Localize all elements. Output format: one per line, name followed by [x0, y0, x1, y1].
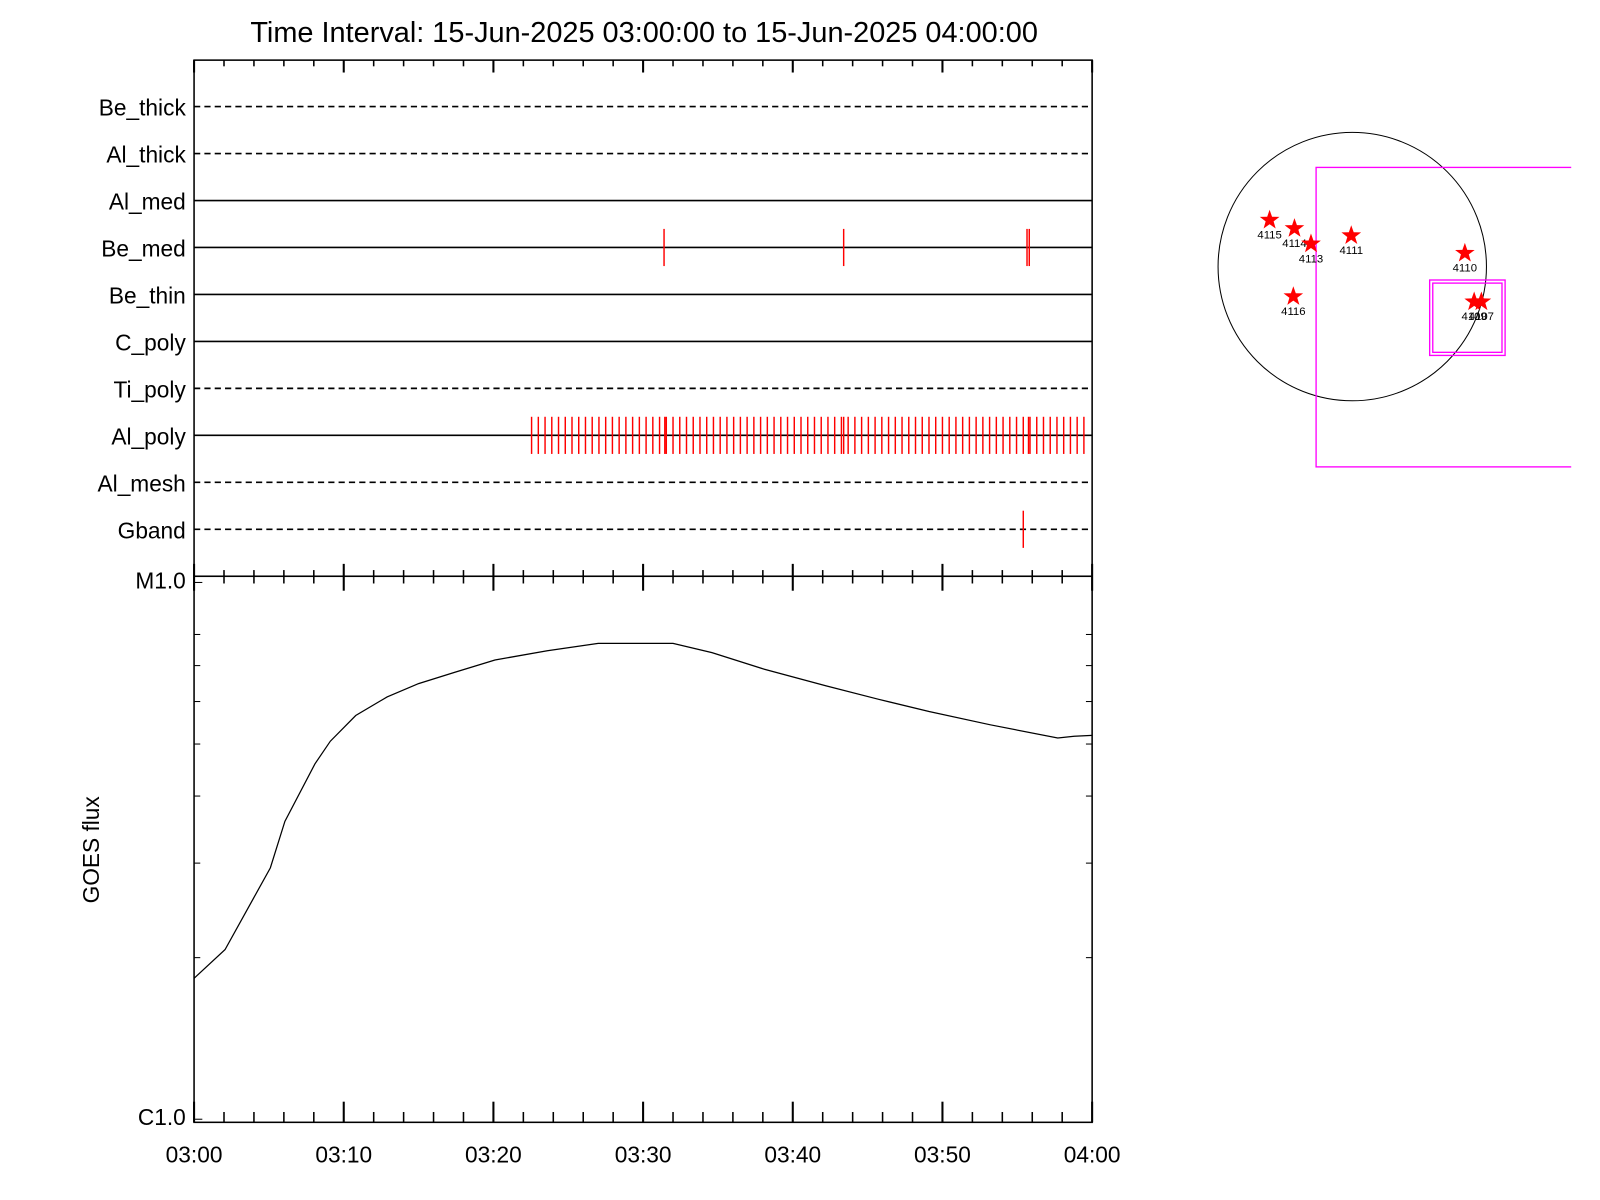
y-axis-label: GOES flux	[78, 796, 104, 904]
region-label: 4113	[1299, 253, 1323, 265]
region-star	[1301, 233, 1321, 253]
region-label: 4107	[1469, 311, 1494, 323]
x-tick-label: 03:20	[465, 1141, 522, 1167]
y-tick-label: C1.0	[138, 1104, 186, 1130]
track-label: Be_med	[101, 236, 186, 262]
track-label: Be_thick	[99, 95, 187, 121]
event-panel-frame	[193, 59, 1093, 578]
region-star	[1464, 291, 1484, 311]
fov-box	[1432, 282, 1503, 353]
fov-box	[1428, 279, 1506, 357]
region-label: 4115	[1257, 230, 1281, 242]
flux-line	[193, 642, 1093, 979]
solar-limb	[1217, 131, 1487, 402]
region-star	[1259, 209, 1280, 229]
x-tick-label: 03:00	[166, 1141, 223, 1167]
region-label: 4114	[1282, 238, 1306, 250]
chart-title: Time Interval: 15-Jun-2025 03:00:00 to 1…	[250, 17, 1038, 49]
x-tick-label: 03:10	[315, 1141, 372, 1167]
region-star	[1471, 291, 1492, 311]
x-tick-label: 03:50	[914, 1141, 971, 1167]
fov-box	[1315, 166, 1572, 468]
x-tick-label: 04:00	[1064, 1141, 1121, 1167]
track-label: Al_med	[109, 189, 186, 215]
track-label: Gband	[118, 517, 186, 543]
region-label: 4110	[1453, 263, 1477, 275]
region-star	[1284, 218, 1305, 237]
flux-panel-frame	[193, 575, 1093, 1124]
region-star	[1455, 242, 1475, 262]
region-label: 4111	[1339, 245, 1363, 257]
y-tick-label: M1.0	[135, 567, 185, 593]
track-label: Al_thick	[106, 142, 186, 168]
track-label: C_poly	[115, 330, 186, 356]
x-tick-label: 03:30	[615, 1141, 672, 1167]
track-label: Ti_poly	[114, 376, 187, 402]
track-label: Al_poly	[111, 423, 186, 449]
region-star	[1341, 225, 1362, 244]
region-label: 4109	[1462, 311, 1487, 323]
region-star	[1283, 286, 1304, 305]
track-label: Be_thin	[109, 283, 186, 309]
track-label: Al_mesh	[98, 470, 186, 496]
x-tick-label: 03:40	[764, 1141, 821, 1167]
region-label: 4116	[1281, 306, 1305, 318]
